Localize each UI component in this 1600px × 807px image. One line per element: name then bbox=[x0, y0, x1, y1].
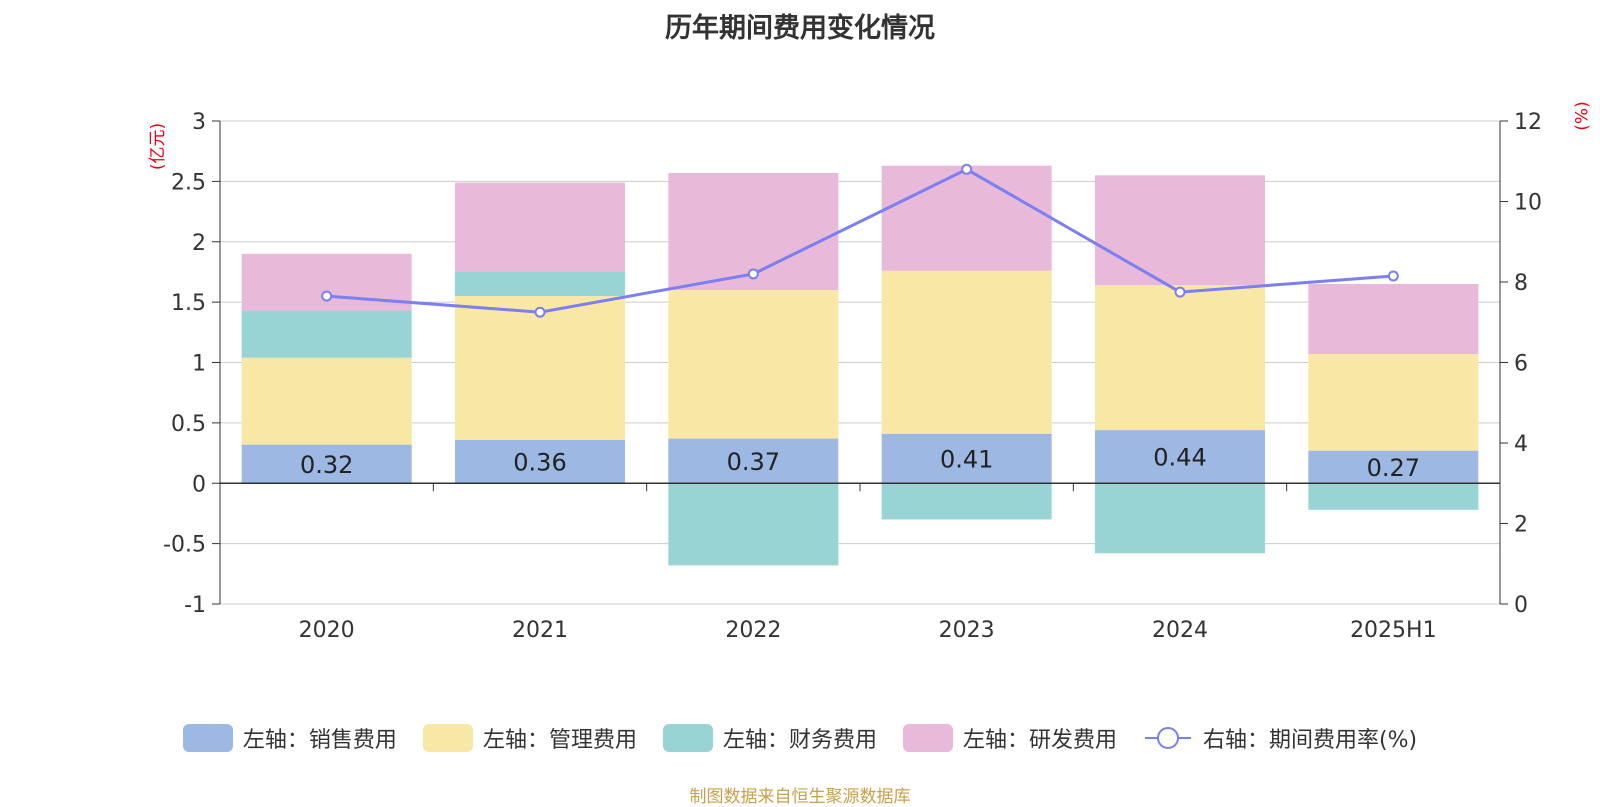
x-axis-tick-label: 2022 bbox=[725, 618, 781, 643]
bar-2-2022 bbox=[668, 483, 839, 566]
legend: 左轴：销售费用 左轴：管理费用 左轴：财务费用 左轴：研发费用 右轴：期间费用率… bbox=[0, 722, 1600, 754]
left-axis-tick-label: 1 bbox=[192, 352, 206, 377]
bar-3-2021 bbox=[455, 182, 625, 272]
left-axis-tick-label: 0.5 bbox=[171, 412, 206, 437]
bar-1-2025H1 bbox=[1308, 354, 1479, 451]
bar-1-2021 bbox=[455, 296, 625, 440]
legend-label-finance: 左轴：财务费用 bbox=[722, 728, 877, 753]
bar-3-2023 bbox=[881, 165, 1052, 271]
legend-item-rnd[interactable]: 左轴：研发费用 bbox=[902, 722, 1117, 754]
bar-2-2023 bbox=[881, 483, 1052, 520]
legend-label-rate: 右轴：期间费用率(%) bbox=[1202, 728, 1418, 753]
right-axis-unit: (%) bbox=[1572, 101, 1593, 131]
legend-label-sales: 左轴：销售费用 bbox=[242, 728, 397, 753]
left-axis-unit: (亿元) bbox=[148, 122, 169, 171]
source-note: 制图数据来自恒生聚源数据库 bbox=[689, 787, 911, 807]
legend-swatch-rnd bbox=[902, 724, 953, 752]
bar-0-2024 bbox=[1095, 430, 1265, 484]
rate-line bbox=[326, 167, 1394, 314]
legend-item-admin[interactable]: 左轴：管理费用 bbox=[422, 722, 637, 754]
rate-point bbox=[1174, 286, 1186, 298]
bar-data-label: 0.41 bbox=[940, 445, 993, 473]
right-axis-tick-label: 12 bbox=[1514, 110, 1542, 135]
bar-0-2020 bbox=[241, 444, 412, 484]
bar-data-label: 0.36 bbox=[513, 449, 566, 477]
legend-swatch-admin bbox=[422, 724, 473, 752]
bar-0-2021 bbox=[455, 439, 625, 484]
legend-label-admin: 左轴：管理费用 bbox=[482, 728, 637, 753]
bar-2-2021 bbox=[455, 271, 625, 297]
bar-data-label: 0.27 bbox=[1367, 454, 1420, 482]
rate-point bbox=[747, 268, 759, 280]
bar-0-2025H1 bbox=[1308, 450, 1479, 484]
bar-1-2022 bbox=[668, 290, 839, 439]
bar-1-2024 bbox=[1095, 285, 1265, 431]
right-axis-tick-label: 10 bbox=[1514, 191, 1542, 216]
bar-2-2024 bbox=[1095, 483, 1265, 554]
x-axis-tick-label: 2021 bbox=[512, 618, 568, 643]
bar-0-2023 bbox=[881, 433, 1052, 484]
left-axis-tick-label: 0 bbox=[192, 472, 206, 497]
legend-item-rate[interactable]: 右轴：期间费用率(%) bbox=[1143, 722, 1417, 754]
bar-data-label: 0.32 bbox=[300, 451, 353, 479]
right-axis-tick-label: 8 bbox=[1514, 271, 1528, 296]
x-axis-tick-label: 2024 bbox=[1152, 618, 1208, 643]
x-axis-tick-label: 2025H1 bbox=[1350, 618, 1437, 643]
rate-point bbox=[961, 163, 973, 175]
bar-data-label: 0.44 bbox=[1153, 444, 1206, 472]
legend-item-sales[interactable]: 左轴：销售费用 bbox=[182, 722, 397, 754]
x-axis-tick-label: 2023 bbox=[939, 618, 995, 643]
bar-1-2023 bbox=[881, 270, 1052, 434]
bar-0-2022 bbox=[668, 438, 839, 484]
left-axis-tick-label: 2 bbox=[192, 231, 206, 256]
x-axis-tick-label: 2020 bbox=[299, 618, 355, 643]
bar-3-2025H1 bbox=[1308, 284, 1479, 355]
legend-swatch-finance bbox=[662, 724, 713, 752]
rate-point bbox=[1387, 270, 1399, 282]
rate-point bbox=[321, 290, 333, 302]
bar-2-2020 bbox=[241, 310, 412, 358]
right-axis-tick-label: 6 bbox=[1514, 352, 1528, 377]
legend-item-finance[interactable]: 左轴：财务费用 bbox=[662, 722, 877, 754]
legend-line-icon bbox=[1144, 727, 1191, 749]
bar-3-2024 bbox=[1095, 175, 1265, 286]
left-axis-tick-label: 1.5 bbox=[171, 291, 206, 316]
chart-title: 历年期间费用变化情况 bbox=[665, 13, 935, 44]
rate-point bbox=[534, 306, 546, 318]
left-axis-tick-label: -1 bbox=[184, 593, 206, 618]
legend-label-rnd: 左轴：研发费用 bbox=[962, 728, 1117, 753]
bar-2-2025H1 bbox=[1308, 483, 1479, 510]
right-axis-tick-label: 4 bbox=[1514, 432, 1528, 457]
bar-1-2020 bbox=[241, 357, 412, 445]
legend-swatch-sales bbox=[182, 724, 233, 752]
right-axis-tick-label: 0 bbox=[1514, 593, 1528, 618]
left-axis-tick-label: 3 bbox=[192, 110, 206, 135]
bar-data-label: 0.37 bbox=[727, 448, 780, 476]
left-axis-tick-label: -0.5 bbox=[163, 533, 206, 558]
right-axis-tick-label: 2 bbox=[1514, 513, 1528, 538]
left-axis-tick-label: 2.5 bbox=[171, 170, 206, 195]
